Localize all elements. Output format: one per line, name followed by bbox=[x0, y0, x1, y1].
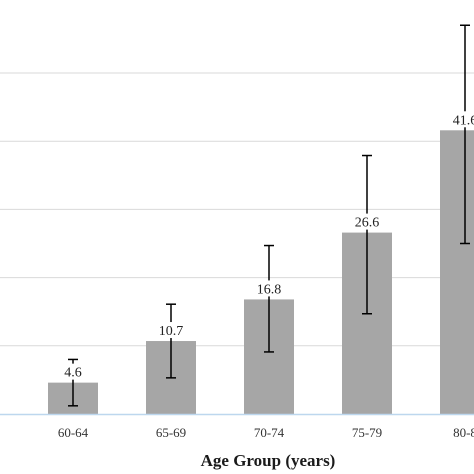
data-label: 26.6 bbox=[355, 216, 380, 231]
data-label-background bbox=[350, 213, 384, 230]
x-tick-label: 75-79 bbox=[352, 425, 382, 440]
data-label: 10.7 bbox=[159, 324, 184, 339]
x-tick-label: 70-74 bbox=[254, 425, 285, 440]
x-tick-label: 80-8 bbox=[453, 425, 474, 440]
bar bbox=[440, 130, 474, 414]
error-bars bbox=[68, 24, 470, 407]
data-label: 4.6 bbox=[64, 366, 82, 381]
x-axis-title: Age Group (years) bbox=[201, 451, 336, 470]
gridlines bbox=[0, 72, 474, 347]
data-label: 41.6 bbox=[453, 113, 474, 128]
data-label: 16.8 bbox=[257, 282, 282, 297]
data-label-background bbox=[154, 322, 188, 339]
data-label-background bbox=[448, 111, 474, 128]
data-label-background bbox=[59, 363, 87, 380]
x-tick-label: 60-64 bbox=[58, 425, 89, 440]
data-labels: 4.6 10.7 16.8 26.6 41.6 bbox=[59, 111, 474, 381]
data-label-background bbox=[252, 280, 286, 297]
bars bbox=[48, 130, 474, 414]
x-tick-labels: 60-64 65-69 70-74 75-79 80-8 bbox=[58, 425, 474, 440]
x-tick-label: 65-69 bbox=[156, 425, 186, 440]
